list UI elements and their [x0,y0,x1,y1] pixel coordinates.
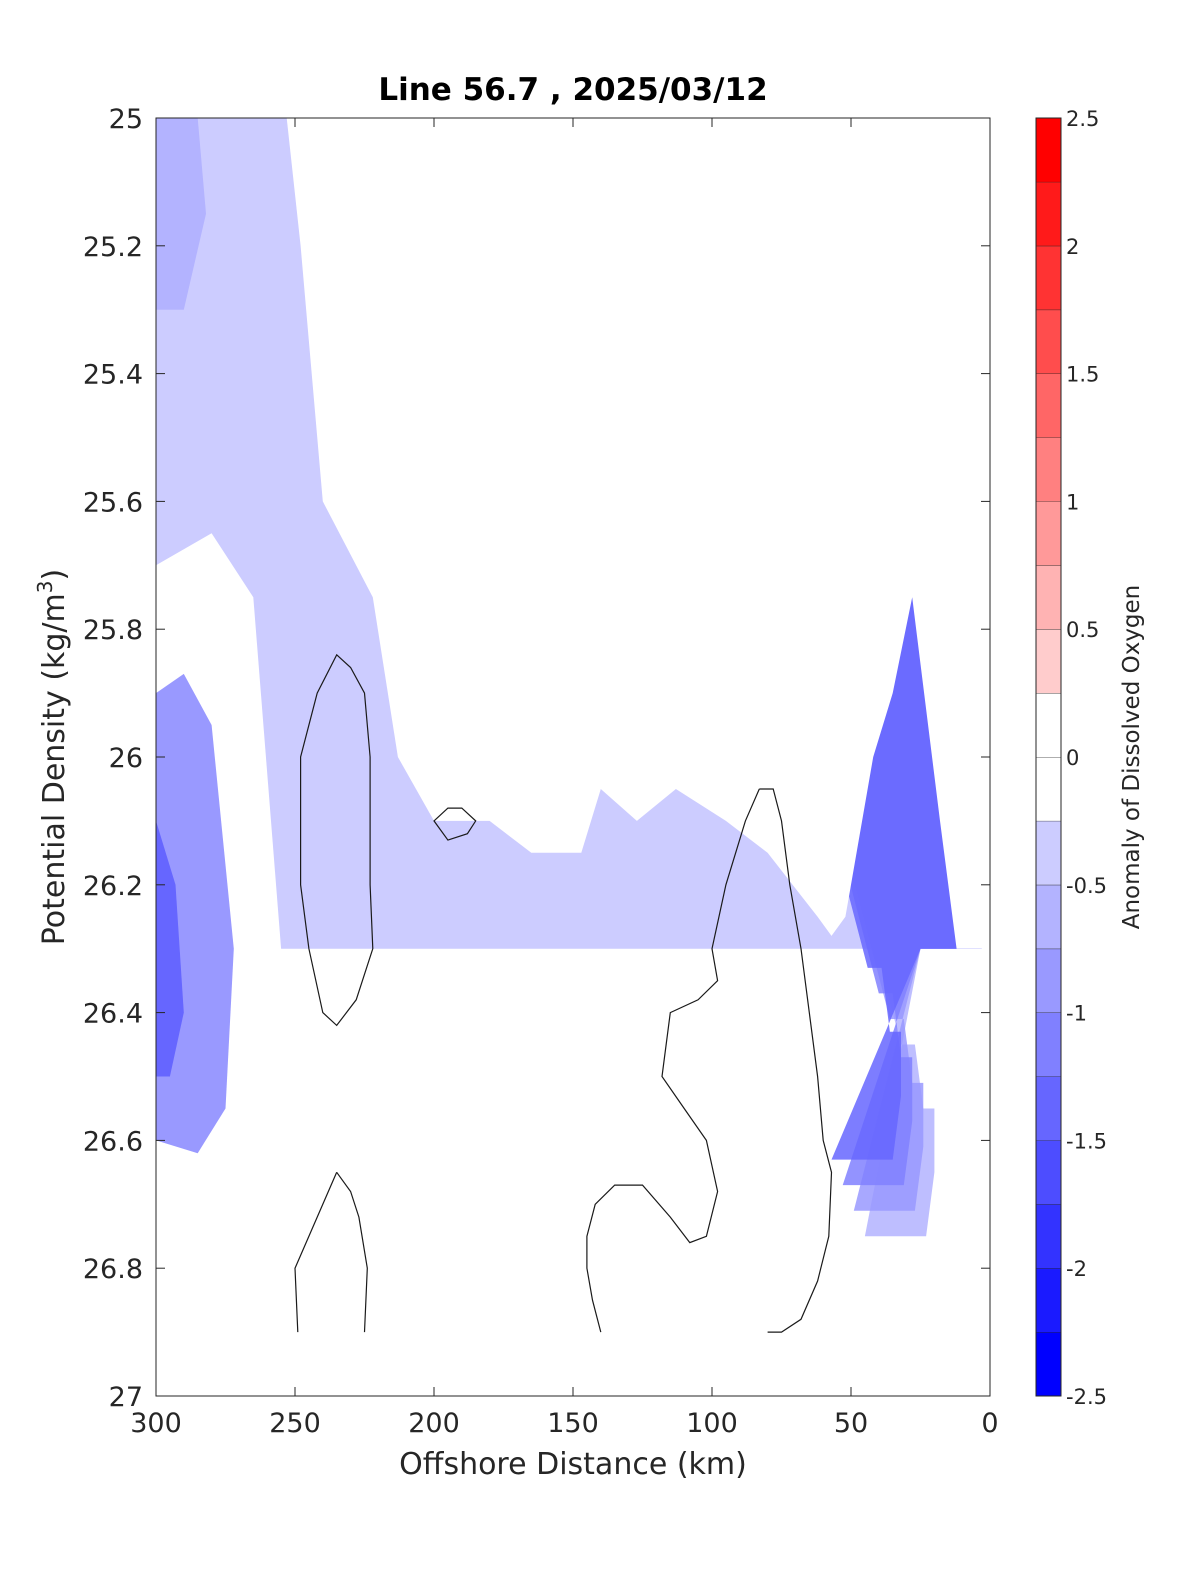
x-tick-label: 0 [981,1408,998,1439]
x-tick-label: 200 [408,1408,460,1439]
colorbar-segment [1036,437,1061,502]
colorbar-segment [1036,884,1061,949]
anomaly-field-0 [156,118,990,949]
y-axis-title-superscript: 3 [33,580,57,593]
colorbar-segment [1036,1268,1061,1333]
y-axis-title: Potential Density (kg/m3) [33,569,72,945]
y-tick-label: 25.6 [83,487,143,518]
zero-contour-layer [294,653,833,1333]
colorbar-tick-label: -0.5 [1066,874,1107,898]
colorbar-segment [1036,629,1061,694]
colorbar-segment [1036,1140,1061,1205]
anomaly-core-offshore-top [156,118,206,310]
zero-contour-line [433,807,477,841]
colorbar-segment [1036,181,1061,246]
colorbar-title: Anomaly of Dissolved Oxygen [1119,585,1145,930]
y-tick-label: 26.8 [83,1254,143,1285]
y-tick-label: 25.4 [83,360,143,391]
colorbar-tick-label: 0.5 [1066,618,1099,642]
y-tick-label: 25 [109,104,143,135]
colorbar-segment [1036,1332,1061,1396]
colorbar-tick-label: 1.5 [1066,363,1099,387]
y-tick-label: 26.6 [83,1126,143,1157]
colorbar-segment [1036,820,1061,885]
zero-contour-line [336,1171,368,1333]
y-tick-label: 26.4 [83,999,143,1030]
colorbar-tick-label: 0 [1066,746,1079,770]
colorbar-segment [1036,1204,1061,1269]
zero-contour-line [759,788,833,1333]
x-tick-label: 300 [130,1408,182,1439]
colorbar-tick-label: -1.5 [1066,1129,1107,1153]
x-tick-label: 50 [834,1408,868,1439]
colorbar-tick-label: -1 [1066,1002,1087,1026]
x-axis-title: Offshore Distance (km) [399,1447,747,1482]
colorbar-ticks: 2.5 2 1.5 1 0.5 0 -0.5 -1 -1.5 -2 -2.5 [1066,107,1107,1409]
x-tick-label: 100 [686,1408,738,1439]
colorbar-segment [1036,693,1061,757]
colorbar-segment [1036,565,1061,630]
colorbar-segment [1036,118,1061,182]
colorbar-segment [1036,245,1061,310]
y-tick-label: 26 [109,743,143,774]
y-axis-title-close: ) [37,569,72,581]
colorbar-segment [1036,501,1061,566]
y-tick-label: 25.2 [83,232,143,263]
x-tick-label: 250 [269,1408,321,1439]
colorbar-segment [1036,373,1061,438]
x-axis-ticks: 300 250 200 150 100 50 0 [130,118,999,1439]
colorbar-tick-label: -2.5 [1066,1385,1107,1409]
zero-contour-line [300,653,374,1027]
colorbar-tick-label: 2 [1066,235,1079,259]
y-tick-label: 25.8 [83,615,143,646]
x-tick-label: 150 [547,1408,599,1439]
colorbar-tick-label: -2 [1066,1257,1087,1281]
colorbar-tick-label: 2.5 [1066,107,1099,131]
zero-contour-line [586,788,760,1333]
zero-contour-line [294,1172,338,1333]
colorbar-segment [1036,757,1061,821]
y-axis-ticks: 25 25.2 25.4 25.6 25.8 26 26.2 26.4 26.6 26.8 27 [83,104,990,1413]
colorbar-tick-label: 1 [1066,490,1079,514]
colorbar-segment [1036,309,1061,374]
anomaly-field-layer [156,118,990,1333]
colorbar-frame [1035,117,1062,1397]
colorbar [1036,117,1061,1396]
colorbar-segment [1036,1012,1061,1077]
chart-title: Line 56.7 , 2025/03/12 [378,72,767,108]
y-axis-title-text: Potential Density (kg/m [37,593,72,945]
colorbar-segment [1036,948,1061,1013]
y-tick-label: 27 [109,1382,143,1413]
y-tick-label: 26.2 [83,871,143,902]
colorbar-segment [1036,1076,1061,1141]
